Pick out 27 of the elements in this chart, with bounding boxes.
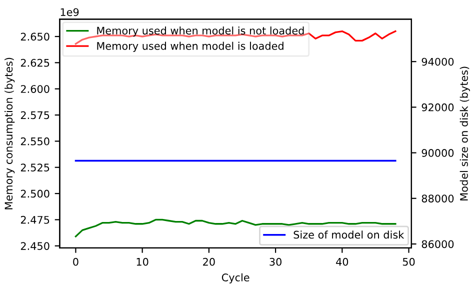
legend-label: Memory used when model is not loaded bbox=[97, 26, 304, 37]
y-axis-title: Memory consumption (bytes) bbox=[4, 58, 15, 210]
y-tick-label: 2.475 bbox=[20, 216, 50, 224]
x-tick-label: 30 bbox=[270, 258, 282, 266]
x-axis-title: Cycle bbox=[222, 273, 250, 284]
y-tick-label: 2.625 bbox=[20, 58, 50, 67]
x-tick-label: 0 bbox=[73, 258, 78, 266]
x-tick-label: 50 bbox=[402, 258, 415, 266]
x-tick-label: 40 bbox=[336, 258, 348, 266]
y-tick-label: 2.550 bbox=[20, 137, 50, 146]
x-tick-label: 20 bbox=[203, 258, 215, 266]
x-tick-label: 10 bbox=[136, 258, 148, 266]
y-tick-label: 2.500 bbox=[20, 190, 50, 198]
y-tick-label: 2.525 bbox=[20, 164, 50, 172]
y-tick-label: 2.600 bbox=[20, 85, 50, 93]
legend-label: Memory used when model is loaded bbox=[97, 42, 284, 52]
y-tick-label: 2.450 bbox=[20, 242, 50, 250]
y2-tick-label: 88000 bbox=[422, 194, 454, 202]
y2-tick-label: 90000 bbox=[422, 149, 454, 157]
text: 1e9 bbox=[60, 8, 79, 16]
y2-tick-label: 92000 bbox=[422, 103, 454, 112]
y-tick-label: 2.575 bbox=[20, 111, 50, 120]
y2-tick-label: 86000 bbox=[422, 240, 454, 248]
y-tick-label: 2.650 bbox=[20, 32, 50, 41]
y2-tick-label: 94000 bbox=[422, 58, 454, 66]
y2-axis-title: Model size on disk (bytes) bbox=[460, 66, 470, 200]
legend-label: Size of model on disk bbox=[294, 230, 404, 239]
